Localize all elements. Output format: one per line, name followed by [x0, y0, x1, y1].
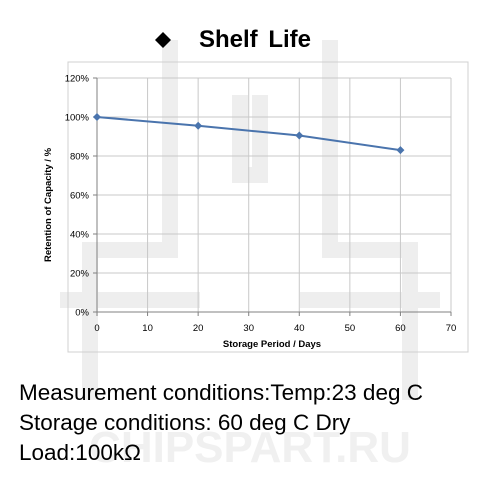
x-tick-label: 30: [243, 323, 254, 334]
y-tick-label: 40%: [70, 230, 90, 241]
x-axis-label: Storage Period / Days: [223, 339, 321, 350]
y-tick-label: 20%: [70, 269, 90, 280]
diamond-bullet-icon: [155, 32, 171, 48]
data-point-marker: [93, 113, 101, 121]
load-condition: Load:100kΩ: [19, 440, 141, 465]
chart-title-text: Shelf Life: [199, 26, 312, 53]
data-point-marker: [194, 121, 203, 130]
y-axis-label: Retention of Capacity / %: [43, 147, 54, 262]
series-line: [96, 116, 401, 152]
data-point-marker: [396, 146, 405, 155]
chart-frame: [67, 61, 469, 353]
storage-conditions: Storage conditions: 60 deg C Dry: [19, 410, 351, 435]
x-tick-label: 10: [142, 323, 153, 334]
y-tick-label: 120%: [65, 74, 90, 85]
y-tick-label: 80%: [70, 152, 90, 163]
x-tick-label: 20: [193, 323, 204, 334]
x-tick-label: 70: [446, 323, 457, 334]
x-tick-label: 60: [395, 323, 406, 334]
measurement-conditions: Measurement conditions:Temp:23 deg C: [19, 380, 423, 405]
shelf-life-chart: 0% 20% 40% 60% 80% 100% 120% 0 10 20 30 40 50 60 70 Sto…: [43, 61, 469, 353]
y-tick-label: 100%: [65, 113, 90, 124]
y-tick-label: 60%: [70, 191, 90, 202]
x-tick-label: 50: [345, 323, 356, 334]
conditions-notes: Measurement conditions:Temp:23 deg C Sto…: [19, 378, 423, 468]
x-tick-label: 0: [94, 323, 99, 334]
data-point-marker: [295, 131, 304, 140]
x-tick-label: 40: [294, 323, 305, 334]
y-tick-label: 0%: [75, 308, 89, 319]
watermark-text: CHIPSPART.RU: [89, 423, 411, 472]
chart-title: Shelf Life: [155, 24, 311, 56]
